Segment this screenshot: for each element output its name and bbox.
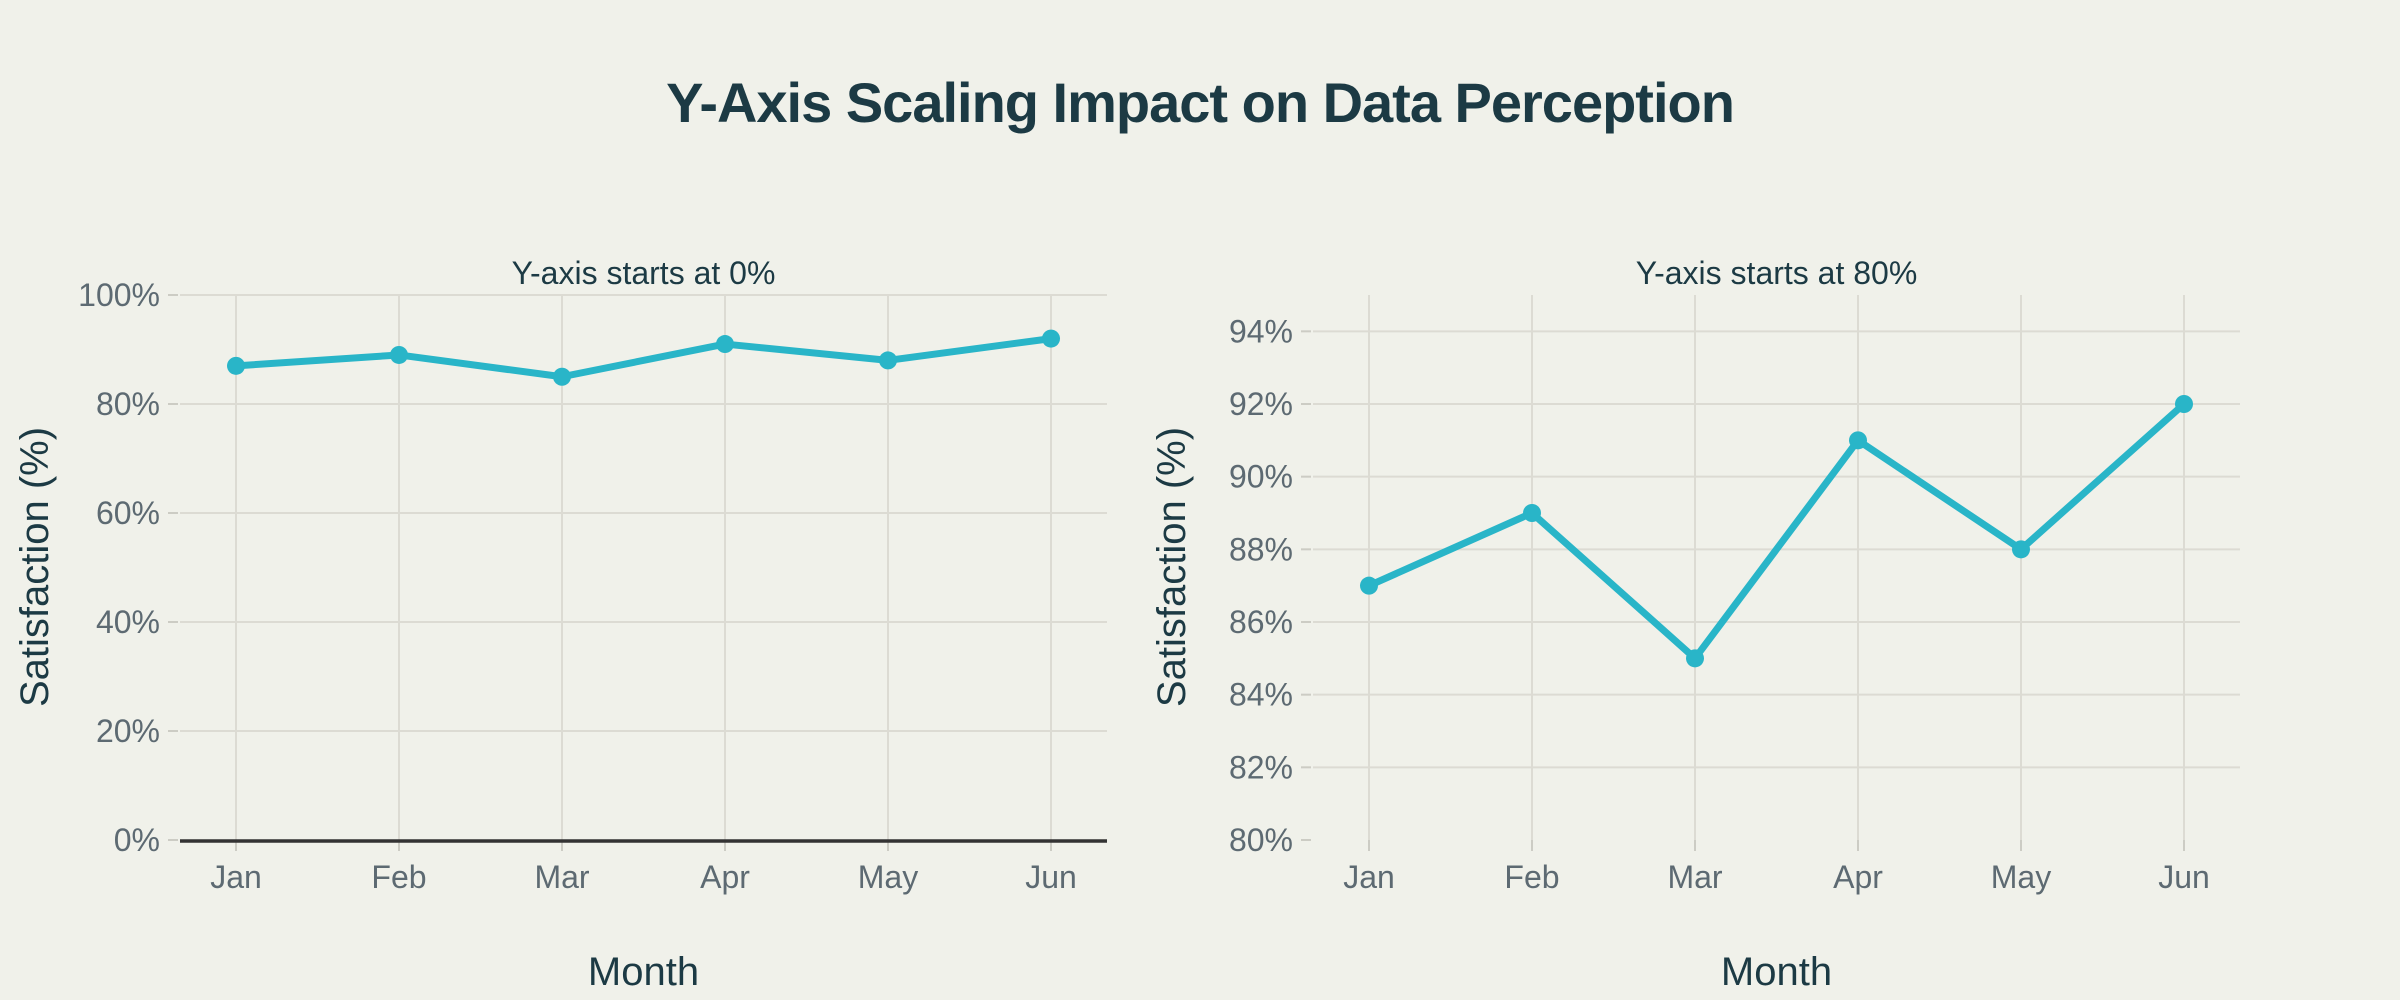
x-axis-label: Month bbox=[1721, 950, 1832, 994]
x-tick-label-feb: Feb bbox=[371, 859, 426, 895]
y-tick-label-90: 90% bbox=[1229, 459, 1293, 495]
data-point-jan bbox=[227, 356, 245, 375]
y-axis-label: Satisfaction (%) bbox=[13, 427, 57, 707]
x-tick-label-jun: Jun bbox=[1025, 859, 1077, 895]
data-point-jan bbox=[1360, 576, 1378, 595]
data-point-jun bbox=[2175, 395, 2193, 413]
x-tick-label-apr: Apr bbox=[1833, 859, 1883, 895]
y-tick-label-88: 88% bbox=[1229, 531, 1293, 567]
data-point-apr bbox=[716, 335, 734, 354]
y-tick-label-80: 80% bbox=[96, 386, 160, 422]
y-tick-label-60: 60% bbox=[96, 495, 160, 531]
page-title: Y-Axis Scaling Impact on Data Perception bbox=[666, 71, 1735, 134]
x-tick-label-jun: Jun bbox=[2158, 859, 2210, 895]
y-tick-label-20: 20% bbox=[96, 713, 160, 749]
series-line-satisfaction bbox=[1365, 400, 2188, 662]
data-point-apr bbox=[1849, 431, 1867, 450]
chart-0: 0% 20% 40% 60% 80% 100% Jan Feb Mar Apr May Jun Y-ax… bbox=[13, 255, 1107, 994]
x-tick-label-apr: Apr bbox=[700, 859, 750, 895]
y-tick-label-82: 82% bbox=[1229, 749, 1293, 785]
data-point-feb bbox=[390, 345, 408, 364]
chart-1: 80% 82% 84% 86% 88% 90% 92% 94% Jan Feb Mar Apr May J… bbox=[1150, 255, 2240, 994]
y-tick-label-94: 94% bbox=[1229, 313, 1293, 349]
x-tick-label-mar: Mar bbox=[1667, 859, 1722, 895]
data-point-may bbox=[2012, 540, 2030, 559]
x-tick-label-jan: Jan bbox=[210, 859, 262, 895]
y-tick-label-100: 100% bbox=[78, 277, 160, 313]
x-tick-label-may: May bbox=[1991, 859, 2051, 895]
data-point-feb bbox=[1523, 504, 1541, 522]
y-tick-label-84: 84% bbox=[1229, 677, 1293, 713]
x-tick-label-may: May bbox=[858, 859, 918, 895]
data-point-mar bbox=[1686, 649, 1704, 668]
subplot-title: Y-axis starts at 0% bbox=[512, 255, 776, 291]
y-tick-label-80: 80% bbox=[1229, 822, 1293, 858]
x-tick-label-mar: Mar bbox=[534, 859, 589, 895]
data-point-jun bbox=[1042, 329, 1060, 348]
y-tick-label-0: 0% bbox=[114, 822, 160, 858]
x-tick-label-jan: Jan bbox=[1343, 859, 1395, 895]
y-tick-label-86: 86% bbox=[1229, 604, 1293, 640]
y-tick-label-92: 92% bbox=[1229, 386, 1293, 422]
data-point-mar bbox=[553, 367, 571, 386]
y-tick-label-40: 40% bbox=[96, 604, 160, 640]
y-axis-label: Satisfaction (%) bbox=[1150, 427, 1194, 707]
data-point-may bbox=[879, 351, 897, 370]
subplot-title: Y-axis starts at 80% bbox=[1636, 255, 1918, 291]
series-line-satisfaction bbox=[232, 335, 1055, 381]
x-tick-label-feb: Feb bbox=[1504, 859, 1559, 895]
x-axis-label: Month bbox=[588, 950, 699, 994]
